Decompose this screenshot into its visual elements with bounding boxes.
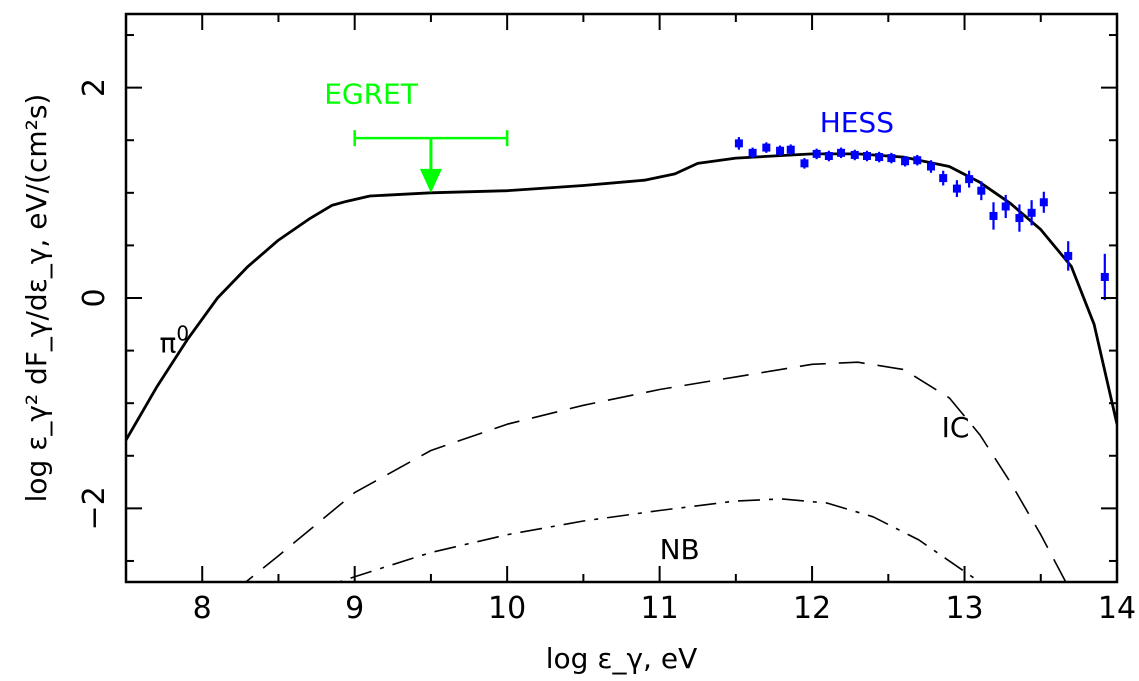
x-tick-label: 10 xyxy=(488,591,526,626)
hess-point xyxy=(913,156,922,165)
hess-point xyxy=(977,186,986,195)
ticks-layer: 8 9 10 11 12 13 14 −2 0 2 xyxy=(77,14,1136,626)
x-tick-label: 14 xyxy=(1098,591,1136,626)
y-axis-label: log ε_γ² dF_γ/dε_γ, eV/(cm²s) xyxy=(20,94,53,503)
series-line-solid xyxy=(126,152,1117,441)
annotation-label: HESS xyxy=(820,106,894,139)
hess-point xyxy=(748,148,757,157)
hess-point xyxy=(989,211,998,220)
hess-point xyxy=(786,145,795,154)
x-axis-label: log ε_γ, eV xyxy=(546,642,697,675)
curves-layer xyxy=(126,152,1117,582)
x-tick-label: 9 xyxy=(345,591,364,626)
hess-point xyxy=(952,184,961,193)
hess-point xyxy=(862,152,871,160)
hess-point xyxy=(1015,214,1024,223)
plot-frame xyxy=(124,12,1119,584)
hess-point xyxy=(776,146,785,155)
hess-point xyxy=(939,174,948,183)
series-line-dashdot xyxy=(336,498,982,582)
annotation-label: NB xyxy=(660,533,700,566)
annotation-label: EGRET xyxy=(324,77,419,110)
annotation-label: π0 xyxy=(160,322,190,360)
hess-point xyxy=(837,148,846,157)
hess-point xyxy=(850,150,859,159)
annotations-layer: EGRET HESS π0 IC NB xyxy=(160,77,970,565)
series-line-dashed xyxy=(244,361,1067,582)
hess-point xyxy=(1039,198,1048,207)
egret-arrow-head xyxy=(419,168,442,193)
hess-point xyxy=(800,159,809,168)
hess-point xyxy=(887,154,896,163)
hess-points-layer xyxy=(734,137,1109,301)
egret-limit-layer xyxy=(353,130,509,193)
hess-point xyxy=(926,162,935,171)
hess-point xyxy=(901,157,910,166)
x-tick-label: 13 xyxy=(945,591,983,626)
x-tick-label: 12 xyxy=(793,591,831,626)
y-tick-label: 2 xyxy=(77,78,112,97)
hess-point xyxy=(762,143,771,152)
y-tick-label: −2 xyxy=(77,486,112,530)
hess-point xyxy=(1100,272,1109,281)
hess-point xyxy=(1064,251,1073,260)
hess-point xyxy=(812,149,821,158)
hess-point xyxy=(965,175,974,184)
hess-point xyxy=(734,139,743,148)
hess-point xyxy=(875,153,884,162)
annotation-label: IC xyxy=(942,411,970,444)
hess-point xyxy=(1027,208,1036,217)
x-tick-label: 8 xyxy=(193,591,212,626)
x-tick-label: 11 xyxy=(641,591,679,626)
y-tick-label: 0 xyxy=(77,288,112,307)
hess-point xyxy=(1001,202,1010,211)
hess-point xyxy=(824,152,833,160)
